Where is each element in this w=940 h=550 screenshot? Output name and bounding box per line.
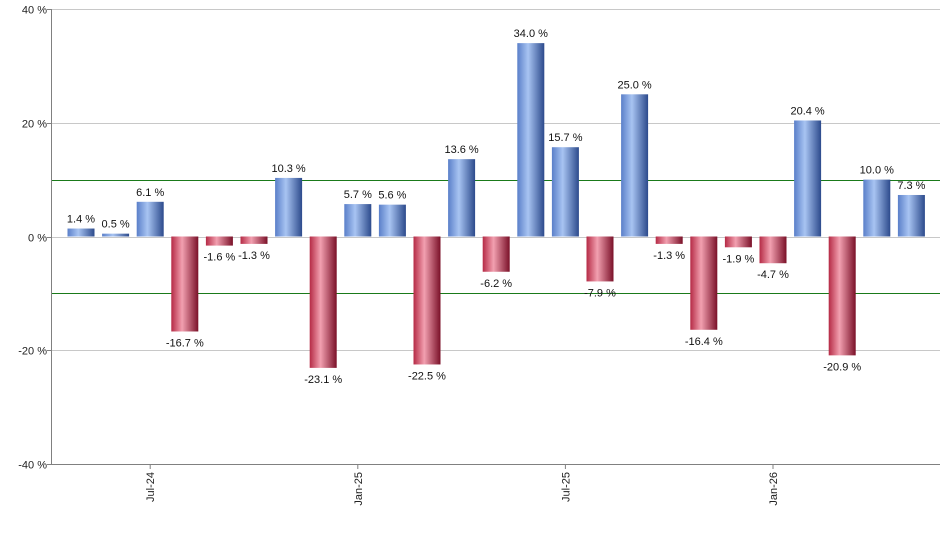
data-label: -1.3 % bbox=[653, 250, 685, 262]
y-tick-label: -40 % bbox=[18, 460, 47, 472]
data-label: -6.2 % bbox=[480, 278, 512, 290]
bars bbox=[67, 43, 925, 368]
data-label: -23.1 % bbox=[304, 374, 342, 386]
bar-positive bbox=[136, 201, 164, 237]
data-label: -7.9 % bbox=[584, 287, 616, 299]
bar-positive bbox=[275, 177, 303, 237]
bar-positive bbox=[344, 204, 372, 237]
bar-positive bbox=[551, 147, 579, 237]
y-tick-label: 0 % bbox=[28, 233, 47, 245]
data-label: -1.9 % bbox=[723, 253, 755, 265]
bar-negative bbox=[828, 236, 856, 356]
x-tick-label: Jul-25 bbox=[560, 472, 572, 502]
data-label: -20.9 % bbox=[823, 361, 861, 373]
data-label: 10.3 % bbox=[271, 163, 305, 175]
data-label: 6.1 % bbox=[136, 187, 164, 199]
data-label: 1.4 % bbox=[67, 214, 95, 226]
x-tick-label: Jan-26 bbox=[768, 472, 780, 506]
bar-positive bbox=[67, 228, 95, 237]
bar-negative bbox=[240, 236, 268, 244]
bar-negative bbox=[171, 236, 199, 332]
bar-positive bbox=[794, 120, 822, 237]
bar-negative bbox=[724, 236, 752, 248]
data-label: 7.3 % bbox=[897, 180, 925, 192]
y-tick-label: 20 % bbox=[22, 119, 47, 131]
data-label: 10.0 % bbox=[860, 165, 894, 177]
data-label: 5.6 % bbox=[378, 190, 406, 202]
bar-positive bbox=[897, 194, 925, 237]
x-tick-label: Jul-24 bbox=[145, 472, 157, 502]
data-label: 5.7 % bbox=[344, 189, 372, 201]
data-label: -4.7 % bbox=[757, 269, 789, 281]
data-label: -1.3 % bbox=[238, 250, 270, 262]
data-label: -1.6 % bbox=[204, 252, 236, 264]
bar-negative bbox=[586, 236, 614, 282]
data-label: 13.6 % bbox=[444, 144, 478, 156]
data-label: 20.4 % bbox=[790, 105, 824, 117]
bar-positive bbox=[378, 204, 406, 237]
data-label: -22.5 % bbox=[408, 370, 446, 382]
bar-positive bbox=[517, 43, 545, 237]
data-label: 15.7 % bbox=[548, 132, 582, 144]
bar-negative bbox=[759, 236, 787, 264]
y-tick-label: 40 % bbox=[22, 5, 47, 17]
axes: 40 % 20 % 0 % -20 % -40 % Jul-24 Jan-25 Jul-25 J… bbox=[18, 5, 940, 506]
data-labels: 1.4 % 0.5 %6.1 %-16.7 %-1.6 % -1.3 %10.3 %… bbox=[67, 28, 926, 386]
bar-negative bbox=[655, 236, 683, 244]
bar-negative bbox=[690, 236, 718, 330]
data-label: -16.4 % bbox=[685, 336, 723, 348]
data-label: 0.5 % bbox=[102, 219, 130, 231]
bar-negative bbox=[413, 236, 441, 365]
bar-positive bbox=[448, 159, 476, 237]
data-label: 34.0 % bbox=[514, 28, 548, 40]
x-tick-label: Jan-25 bbox=[353, 472, 365, 506]
bar-negative bbox=[205, 236, 233, 246]
data-label: 25.0 % bbox=[617, 79, 651, 91]
bar-negative bbox=[482, 236, 510, 272]
bar-negative bbox=[309, 236, 337, 368]
bar-positive bbox=[621, 94, 649, 237]
reference-lines bbox=[51, 180, 940, 294]
data-label: -16.7 % bbox=[166, 337, 204, 349]
y-tick-label: -20 % bbox=[18, 346, 47, 358]
bar-positive bbox=[863, 179, 891, 237]
bar-positive bbox=[102, 233, 130, 237]
